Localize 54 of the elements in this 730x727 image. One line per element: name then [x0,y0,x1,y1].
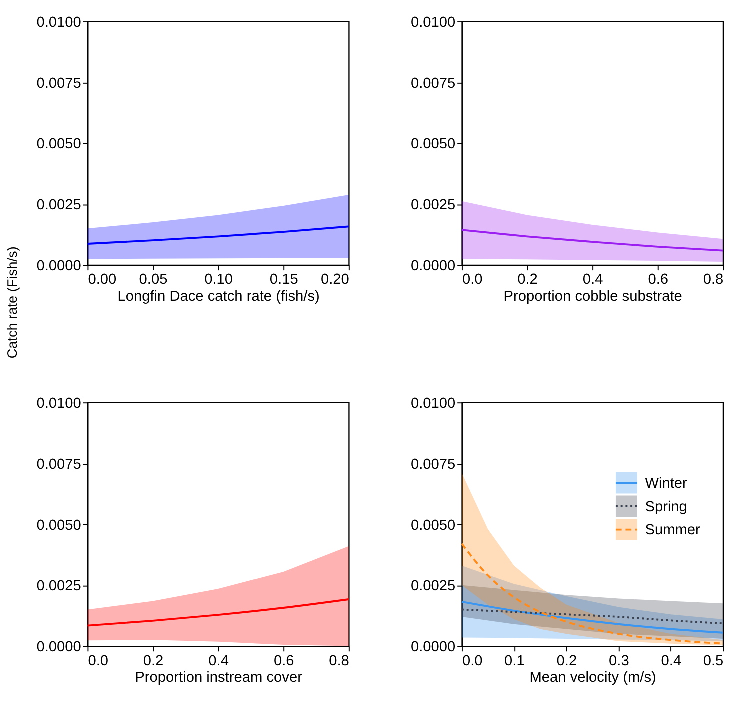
y-tick-label: 0.0075 [410,76,456,92]
x-tick-label: 0.00 [88,272,117,288]
line-series [86,226,350,245]
y-tick-label: 0.0025 [36,198,82,214]
y-axis-title: Catch rate (Fish/s) [5,246,20,359]
x-tick-label: 0.2 [143,653,164,670]
y-tick-label: 0.0075 [36,76,82,92]
y-tick-label: 0.0025 [410,198,456,214]
x-tick-label: 0.10 [204,272,234,288]
x-tick-label: 0.1 [504,653,525,670]
x-tick-label: 0.0 [462,653,483,670]
y-tick-label: 0.0050 [410,518,456,534]
y-tick-label: 0.0100 [410,396,456,412]
y-tick-label: 0.0100 [36,14,82,31]
y-tick-label: 0.0100 [36,396,82,412]
x-axis-title: Proportion instream cover [135,670,303,686]
x-tick-label: 0.15 [270,272,298,288]
x-tick-label: 0.2 [556,653,578,670]
x-tick-label: 0.6 [648,272,669,288]
x-tick-label: 0.4 [661,653,682,670]
legend-label: Winter [645,476,688,492]
x-tick-label: 0.0 [462,272,483,288]
line-series [461,600,724,634]
x-tick-label: 0.6 [274,653,294,670]
x-axis-title: Proportion cobble substrate [504,288,682,305]
x-tick-label: 0.0 [88,653,109,670]
y-tick-label: 0.0000 [410,258,456,275]
y-tick-label: 0.0000 [36,640,82,656]
y-tick-label: 0.0100 [410,14,456,31]
y-tick-label: 0.0050 [410,136,456,153]
x-tick-label: 0.4 [208,653,229,670]
y-tick-label: 0.0050 [36,136,82,153]
x-tick-label: 0.20 [320,272,350,288]
y-tick-label: 0.0075 [410,456,456,473]
x-tick-label: 0.05 [139,272,168,288]
legend-label: Spring [645,499,688,516]
y-tick-label: 0.0025 [410,578,456,595]
x-tick-label: 0.3 [609,653,630,670]
y-tick-label: 0.0050 [36,518,82,534]
line-series [86,598,350,627]
x-tick-label: 0.8 [703,272,724,288]
x-axis-title: Longfin Dace catch rate (fish/s) [118,288,320,305]
legend-label: Summer [645,522,701,539]
x-tick-label: 0.5 [703,653,724,670]
x-tick-label: 0.2 [518,272,538,288]
line-series [461,608,724,625]
y-tick-label: 0.0025 [36,578,82,595]
x-tick-label: 0.4 [582,272,604,288]
x-tick-label: 0.8 [329,653,350,670]
y-tick-label: 0.0075 [36,456,82,473]
y-tick-label: 0.0000 [410,640,456,656]
x-axis-title: Mean velocity (m/s) [530,670,656,686]
line-series [461,229,724,252]
y-tick-label: 0.0000 [36,258,82,275]
